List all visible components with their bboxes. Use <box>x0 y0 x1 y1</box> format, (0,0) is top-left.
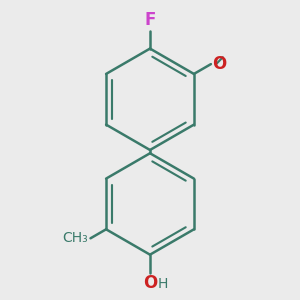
Text: O: O <box>212 55 227 73</box>
Text: CH₃: CH₃ <box>62 231 88 245</box>
Text: H: H <box>157 277 168 291</box>
Text: F: F <box>144 11 156 29</box>
Text: O: O <box>143 274 157 292</box>
